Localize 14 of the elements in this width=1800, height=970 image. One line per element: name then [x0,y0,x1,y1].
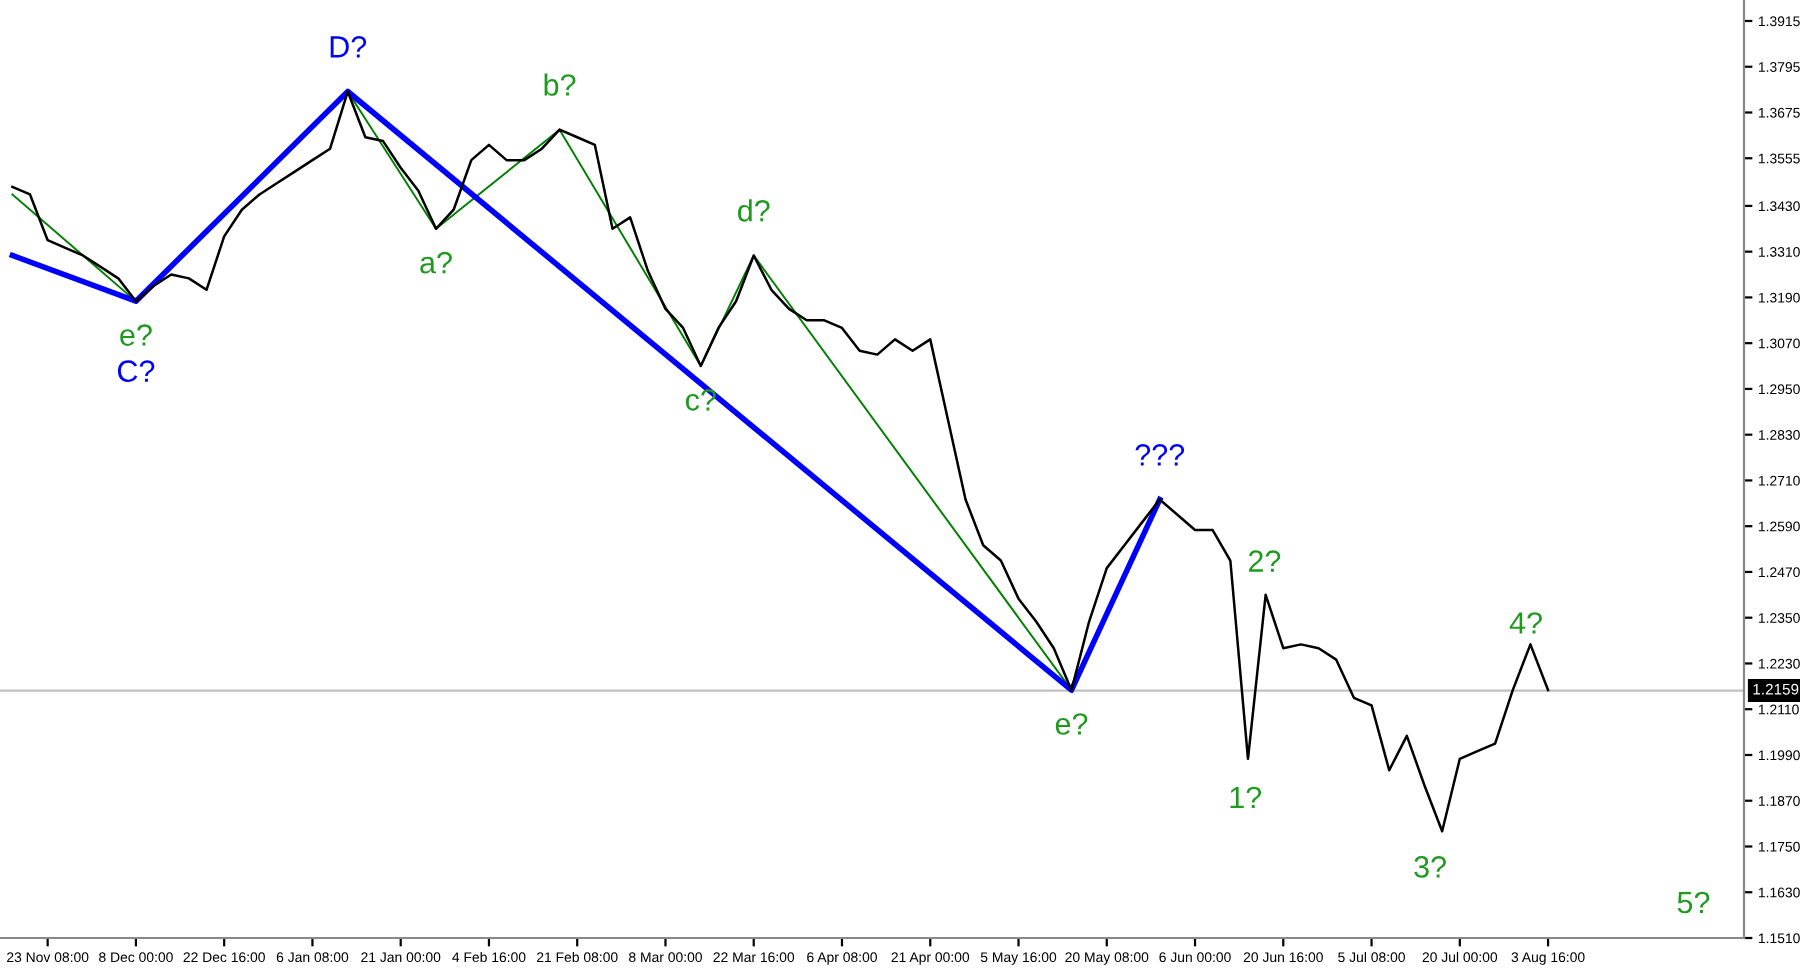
annotation: 5? [1677,891,1710,914]
data-label: e? [1055,713,1088,735]
data-label: a? [420,251,452,274]
annotation: 1? [1230,786,1262,809]
data-label: D? [330,36,367,58]
data-label: C? [117,360,155,382]
annotation: 3? [1414,856,1446,878]
annotation: 4? [1509,612,1542,634]
data-label: c? [685,389,716,411]
data-label: b? [544,73,576,96]
annotation: 2? [1248,550,1281,572]
data-label: ??? [1135,444,1185,466]
data-label: d? [738,199,770,222]
data-label: e? [120,324,152,346]
